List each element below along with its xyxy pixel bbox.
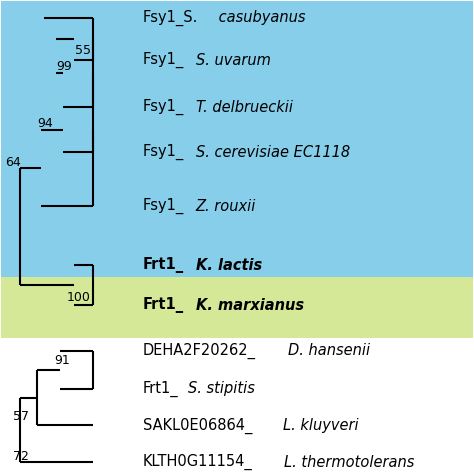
Text: Z. rouxii: Z. rouxii [196,199,256,214]
Text: T. delbrueckii: T. delbrueckii [196,100,292,115]
Text: 100: 100 [66,291,90,304]
Text: K. lactis: K. lactis [195,258,262,273]
Text: L. thermotolerans: L. thermotolerans [283,455,414,470]
Text: L. kluyveri: L. kluyveri [283,418,359,433]
Text: 57: 57 [13,410,29,423]
Text: Fsy1_: Fsy1_ [143,52,184,68]
Text: Fsy1_: Fsy1_ [143,198,184,214]
Text: casubyanus: casubyanus [214,10,305,26]
Bar [1,1,473,277]
Text: K. marxianus: K. marxianus [195,298,304,313]
Text: 94: 94 [37,118,53,130]
Text: Frt1_: Frt1_ [143,381,178,397]
Text: DEHA2F20262_: DEHA2F20262_ [143,343,256,359]
Text: S. uvarum: S. uvarum [196,53,271,68]
Text: KLTH0G11154_: KLTH0G11154_ [143,454,253,470]
Text: SAKL0E06864_: SAKL0E06864_ [143,417,252,434]
Text: Frt1_: Frt1_ [143,297,184,313]
Text: 55: 55 [75,45,91,57]
Text: 99: 99 [56,60,72,73]
Text: 64: 64 [5,156,21,170]
Text: S. cerevisiae EC1118: S. cerevisiae EC1118 [196,145,350,160]
Text: 72: 72 [13,449,29,463]
Text: Fsy1_S.: Fsy1_S. [143,10,198,26]
Text: Fsy1_: Fsy1_ [143,144,184,160]
Text: Fsy1_: Fsy1_ [143,99,184,116]
Text: 91: 91 [54,354,70,367]
Text: Frt1_: Frt1_ [143,257,184,273]
Bar [1,277,473,338]
Text: S. stipitis: S. stipitis [189,381,255,396]
Text: D. hansenii: D. hansenii [288,344,370,358]
